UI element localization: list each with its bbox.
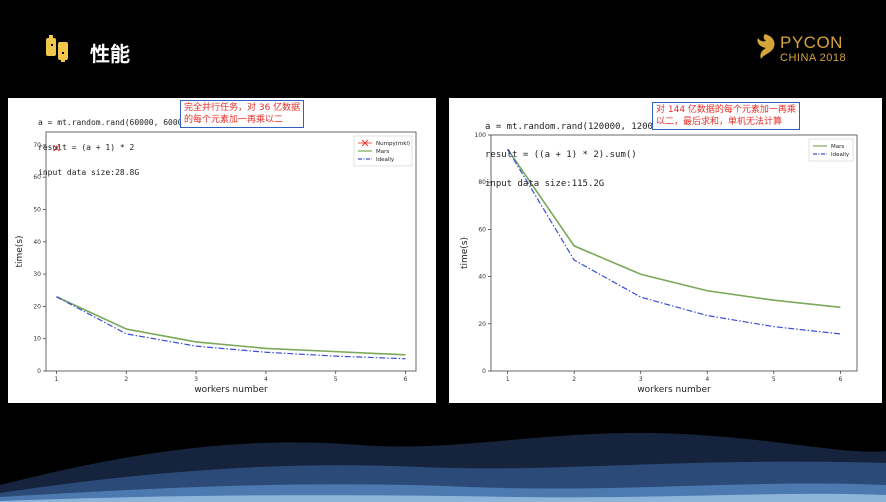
y-axis-label: time(s) [15,235,25,267]
code-line: input data size:28.8G [38,168,140,178]
code-line: result = ((a + 1) * 2).sum() [485,150,637,161]
code-line: input data size:115.2G [485,178,605,189]
y-tick-label: 20 [33,303,41,310]
series-line-mars [506,148,841,309]
y-tick-label: 80 [478,179,486,186]
y-tick-label: 40 [33,239,41,246]
left-note-box: 完全并行任务，对 36 亿数据 的每个元素加一再乘以二 [180,100,305,129]
plot-frame [490,134,858,372]
legend-label: Mars [376,149,389,155]
x-tick-label: 1 [55,376,59,383]
x-tick-label: 4 [264,376,268,383]
pycon-dragon-icon [757,34,775,59]
legend-marker [361,139,369,147]
y-tick-label: 20 [478,321,486,328]
x-tick-label: 6 [838,376,842,383]
series-line-ideally [507,148,841,335]
y-tick-label: 60 [478,226,486,233]
left-chart-panel: a = mt.random.rand(60000, 60000) result … [8,98,436,403]
right-chart-panel: a = mt.random.rand(120000, 120000) resul… [449,98,882,403]
y-tick-label: 40 [478,274,486,281]
legend-box [808,138,854,162]
x-tick-label: 3 [194,376,198,383]
legend-label: Ideally [831,152,850,158]
x-tick-label: 5 [772,376,776,383]
y-tick-label: 60 [33,174,41,181]
x-tick-label: 3 [639,376,643,383]
series-line-mars [56,295,406,356]
y-axis-label: time(s) [460,237,470,269]
brand-name: PYCON [780,33,843,52]
decorative-waves [0,432,886,502]
x-tick-label: 2 [572,376,576,383]
y-tick-label: 0 [482,368,486,375]
y-tick-label: 30 [33,271,41,278]
x-axis-label: workers number [194,385,268,395]
python-logo-icon [46,35,68,62]
legend-label: Mars [831,144,844,150]
left-code-block: a = mt.random.rand(60000, 60000) result … [38,102,192,194]
x-tick-label: 4 [705,376,709,383]
x-tick-label: 1 [506,376,510,383]
y-tick-label: 50 [33,207,41,214]
y-tick-label: 10 [33,336,41,343]
code-line: a = mt.random.rand(60000, 60000) [38,117,193,127]
x-tick-label: 5 [334,376,338,383]
y-tick-label: 100 [475,132,487,139]
pycon-brand: PYCON CHINA 2018 [780,34,846,64]
code-line: a = mt.random.rand(120000, 120000) [485,121,670,132]
right-code-block: a = mt.random.rand(120000, 120000) resul… [485,104,669,208]
plot-frame [45,131,417,372]
y-tick-label: 70 [33,142,41,149]
legend-label: Ideally [376,157,395,163]
legend-label: Numpy(mkl) [376,141,410,147]
code-line: result = (a + 1) * 2 [38,142,135,152]
brand-subtitle: CHINA 2018 [780,52,847,64]
x-tick-label: 6 [404,376,408,383]
x-tick-label: 2 [124,376,128,383]
right-note-box: 对 144 亿数据的每个元素加一再乘 以二，最后求和，单机无法计算 [652,102,800,131]
y-tick-label: 0 [37,368,41,375]
page-title: 性能 [90,42,130,66]
x-axis-label: workers number [637,385,711,395]
series-line-ideally [56,296,406,360]
data-point-numpy [53,144,60,152]
